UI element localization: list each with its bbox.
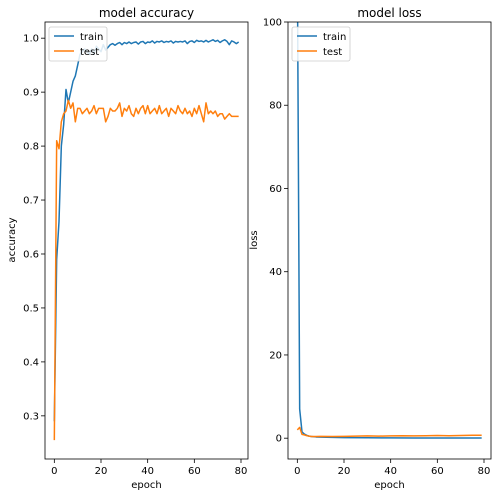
accuracy-y-tick-label: 1.0 bbox=[23, 34, 39, 45]
loss-title: model loss bbox=[357, 6, 421, 20]
loss-x-axis-label: epoch bbox=[374, 480, 404, 491]
accuracy-x-tick-label: 80 bbox=[235, 466, 248, 477]
loss-chart: 0 20 40 60 80 0 20 40 60 80 100 model loss epoch l… bbox=[249, 6, 492, 491]
loss-y-tick-label: 40 bbox=[269, 267, 282, 278]
loss-legend-test-label: test bbox=[323, 47, 342, 58]
accuracy-y-tick-label: 0.8 bbox=[23, 142, 39, 153]
loss-ticks: 0 20 40 60 80 0 20 40 60 80 100 bbox=[263, 18, 490, 478]
loss-y-tick-label: 60 bbox=[269, 184, 282, 195]
accuracy-y-tick-label: 0.6 bbox=[23, 249, 39, 260]
loss-y-tick-label: 20 bbox=[269, 350, 282, 361]
loss-y-axis-label: loss bbox=[249, 230, 260, 249]
loss-x-tick-label: 20 bbox=[338, 466, 351, 477]
accuracy-legend-train-label: train bbox=[80, 32, 103, 43]
loss-test-line bbox=[296, 426, 482, 438]
accuracy-ticks: 0 20 40 60 80 0.3 0.4 0.5 0.6 0.7 0.8 0.9 1.0 bbox=[23, 34, 247, 477]
accuracy-test-line bbox=[53, 99, 239, 441]
loss-x-tick-label: 0 bbox=[294, 466, 300, 477]
accuracy-x-tick-label: 40 bbox=[141, 466, 154, 477]
accuracy-y-tick-label: 0.7 bbox=[23, 196, 39, 207]
loss-y-tick-label: 0 bbox=[276, 434, 282, 445]
loss-x-tick-label: 60 bbox=[431, 466, 444, 477]
accuracy-x-tick-label: 0 bbox=[51, 466, 57, 477]
loss-y-tick-label: 80 bbox=[269, 101, 282, 112]
loss-x-tick-label: 80 bbox=[478, 466, 491, 477]
loss-legend: train test bbox=[291, 26, 351, 62]
accuracy-x-axis-label: epoch bbox=[131, 480, 161, 491]
accuracy-y-tick-label: 0.4 bbox=[23, 357, 39, 368]
loss-y-tick-label: 100 bbox=[263, 18, 282, 29]
accuracy-title: model accuracy bbox=[99, 6, 194, 20]
accuracy-y-tick-label: 0.5 bbox=[23, 303, 39, 314]
loss-x-tick-label: 40 bbox=[384, 466, 397, 477]
accuracy-axes-frame bbox=[44, 21, 249, 460]
loss-axes-frame bbox=[287, 21, 492, 460]
accuracy-x-tick-label: 60 bbox=[188, 466, 201, 477]
accuracy-x-tick-label: 20 bbox=[95, 466, 108, 477]
accuracy-y-tick-label: 0.9 bbox=[23, 88, 39, 99]
loss-legend-train-label: train bbox=[323, 32, 346, 43]
loss-plot-area bbox=[296, 22, 482, 439]
accuracy-y-tick-label: 0.3 bbox=[23, 411, 39, 422]
accuracy-legend: train test bbox=[48, 26, 108, 62]
accuracy-legend-test-label: test bbox=[80, 47, 99, 58]
loss-train-line bbox=[296, 22, 482, 439]
accuracy-y-axis-label: accuracy bbox=[7, 217, 18, 262]
